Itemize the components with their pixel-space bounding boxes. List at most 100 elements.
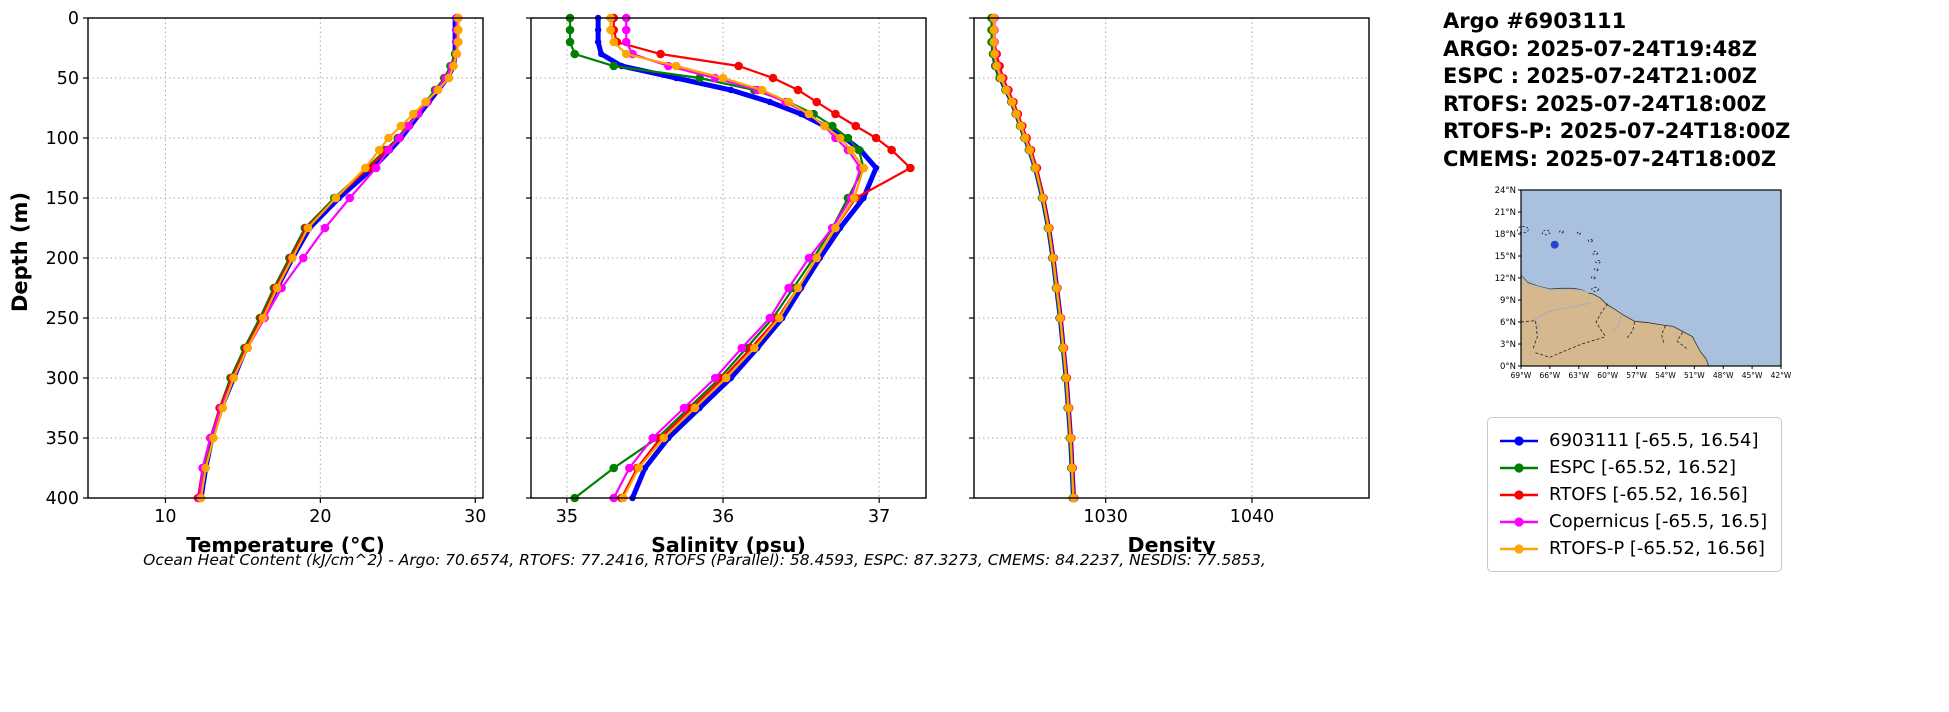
series-marker-Copernicus (299, 253, 308, 263)
map-lon-label: 57°W (1626, 371, 1647, 380)
series-marker-6903111 (594, 38, 602, 46)
series-marker-RTOFS-P (396, 121, 406, 131)
x-tick-label: 36 (712, 507, 734, 527)
series-marker-RTOFS-P (1012, 109, 1021, 119)
plot-salinity: 35 36 37 Salinity (psu) (521, 6, 938, 554)
map-lon-label: 60°W (1597, 371, 1618, 380)
island-outline (1587, 238, 1593, 243)
map-lon-label: 48°W (1713, 371, 1734, 380)
series-marker-ESPC (609, 463, 619, 473)
series-marker-RTOFS-P (989, 37, 999, 47)
series-marker-RTOFS-P (812, 253, 822, 263)
x-tick-label: 1040 (1230, 507, 1275, 527)
map-lat-label: 18°N (1495, 230, 1516, 240)
series-marker-RTOFS-P (992, 61, 1001, 71)
map-lon-label: 45°W (1742, 371, 1763, 380)
series-marker-RTOFS (906, 163, 915, 173)
series-line-RTOFS-P (609, 18, 865, 499)
series-marker-RTOFS-P (1007, 97, 1017, 107)
series-marker-RTOFS-P (846, 145, 856, 155)
series-marker-RTOFS-P (609, 37, 619, 47)
header-block: Argo #6903111 ARGO: 2025-07-24T19:48Z ES… (1443, 8, 1943, 173)
legend-label: Copernicus [-65.5, 16.5] (1549, 511, 1768, 532)
float-id-title: Argo #6903111 (1443, 9, 1627, 33)
series-marker-RTOFS-P (1066, 433, 1075, 443)
country-border (1626, 321, 1636, 339)
series-line-Copernicus (198, 18, 458, 499)
y-tick-label: 250 (46, 309, 79, 329)
map-lat-label: 0°N (1500, 362, 1516, 372)
argo-timestamp: ARGO: 2025-07-24T19:48Z (1443, 36, 1757, 61)
x-tick-label: 37 (868, 507, 890, 527)
river (1611, 315, 1622, 334)
series-line-Copernicus (612, 18, 862, 499)
series-marker-RTOFS-P (859, 163, 868, 173)
series-marker-RTOFS-P (243, 343, 252, 353)
series-marker-RTOFS-P (1064, 403, 1073, 413)
map-lat-label: 15°N (1495, 252, 1516, 262)
y-tick-label: 100 (46, 129, 79, 149)
map-lon-label: 42°W (1771, 371, 1791, 380)
series-marker-RTOFS-P (303, 223, 313, 233)
espc-timestamp: ESPC : 2025-07-24T21:00Z (1443, 64, 1758, 88)
series-marker-RTOFS-P (1016, 121, 1026, 131)
series-marker-RTOFS-P (989, 25, 999, 35)
series-marker-6903111 (766, 98, 774, 106)
island-outline (1590, 276, 1596, 280)
x-axis-title: Temperature (°C) (186, 533, 385, 554)
cmems-timestamp: CMEMS: 2025-07-24T18:00Z (1443, 146, 1777, 171)
series-marker-RTOFS-P (272, 283, 282, 293)
legend-item: ESPC [-65.52, 16.52] (1498, 454, 1767, 481)
series-marker-RTOFS-P (831, 223, 840, 233)
series-marker-RTOFS (831, 109, 840, 119)
series-marker-Copernicus (765, 313, 775, 323)
series-marker-Copernicus (371, 163, 381, 173)
series-marker-RTOFS-P (1067, 463, 1077, 473)
series-marker-RTOFS-P (449, 61, 458, 71)
legend-label: 6903111 [-65.5, 16.54] (1549, 430, 1759, 451)
series-marker-Copernicus (621, 37, 631, 47)
series-marker-RTOFS-P (634, 463, 644, 473)
series-marker-Copernicus (320, 223, 330, 233)
series-marker-RTOFS (887, 145, 896, 155)
series-marker-Copernicus (395, 133, 404, 143)
country-border (1595, 303, 1608, 337)
legend-label: ESPC [-65.52, 16.52] (1549, 457, 1736, 478)
legend-item: Copernicus [-65.5, 16.5] (1498, 508, 1767, 535)
map-lat-label: 9°N (1500, 296, 1516, 306)
series-marker-RTOFS-P (453, 37, 463, 47)
series-marker-ESPC (570, 49, 580, 59)
x-tick-label: 30 (464, 507, 486, 527)
legend-marker-icon (1500, 543, 1538, 554)
legend-marker-icon (1500, 516, 1538, 527)
coastline-gray (1520, 275, 1589, 295)
legend: 6903111 [-65.5, 16.54] ESPC [-65.52, 16.5… (1487, 417, 1783, 572)
island-outline (1541, 229, 1551, 236)
series-marker-RTOFS-P (1001, 85, 1011, 95)
plot-temperature: 10 20 30 0 50 100 150 200 250 300 350 400 Temperatur… (34, 6, 495, 554)
series-marker-RTOFS-P (757, 85, 767, 95)
y-tick-label: 50 (57, 69, 79, 89)
legend-marker-icon (1500, 435, 1538, 446)
series-marker-RTOFS-P (621, 49, 631, 59)
series-line-ESPC (198, 18, 458, 499)
legend-item: RTOFS [-65.52, 16.56] (1498, 481, 1767, 508)
series-marker-ESPC (843, 133, 853, 143)
map-lon-label: 54°W (1655, 371, 1676, 380)
map-lat-label: 21°N (1495, 208, 1516, 218)
series-marker-RTOFS-P (1025, 145, 1034, 155)
series-marker-ESPC (609, 61, 619, 71)
series-marker-RTOFS (768, 73, 778, 83)
series-marker-Copernicus (710, 373, 720, 383)
x-tick-label: 10 (154, 507, 176, 527)
series-marker-RTOFS-P (784, 97, 793, 107)
series-marker-6903111 (860, 194, 867, 202)
info-panel: Argo #6903111 ARGO: 2025-07-24T19:48Z ES… (1443, 8, 1943, 572)
series-marker-ESPC (695, 73, 704, 83)
x-tick-label: 1030 (1083, 507, 1128, 527)
series-marker-RTOFS-P (1048, 253, 1058, 263)
series-marker-RTOFS-P (433, 85, 443, 95)
series-marker-RTOFS-P (1056, 313, 1065, 323)
island-outline (1592, 251, 1599, 256)
